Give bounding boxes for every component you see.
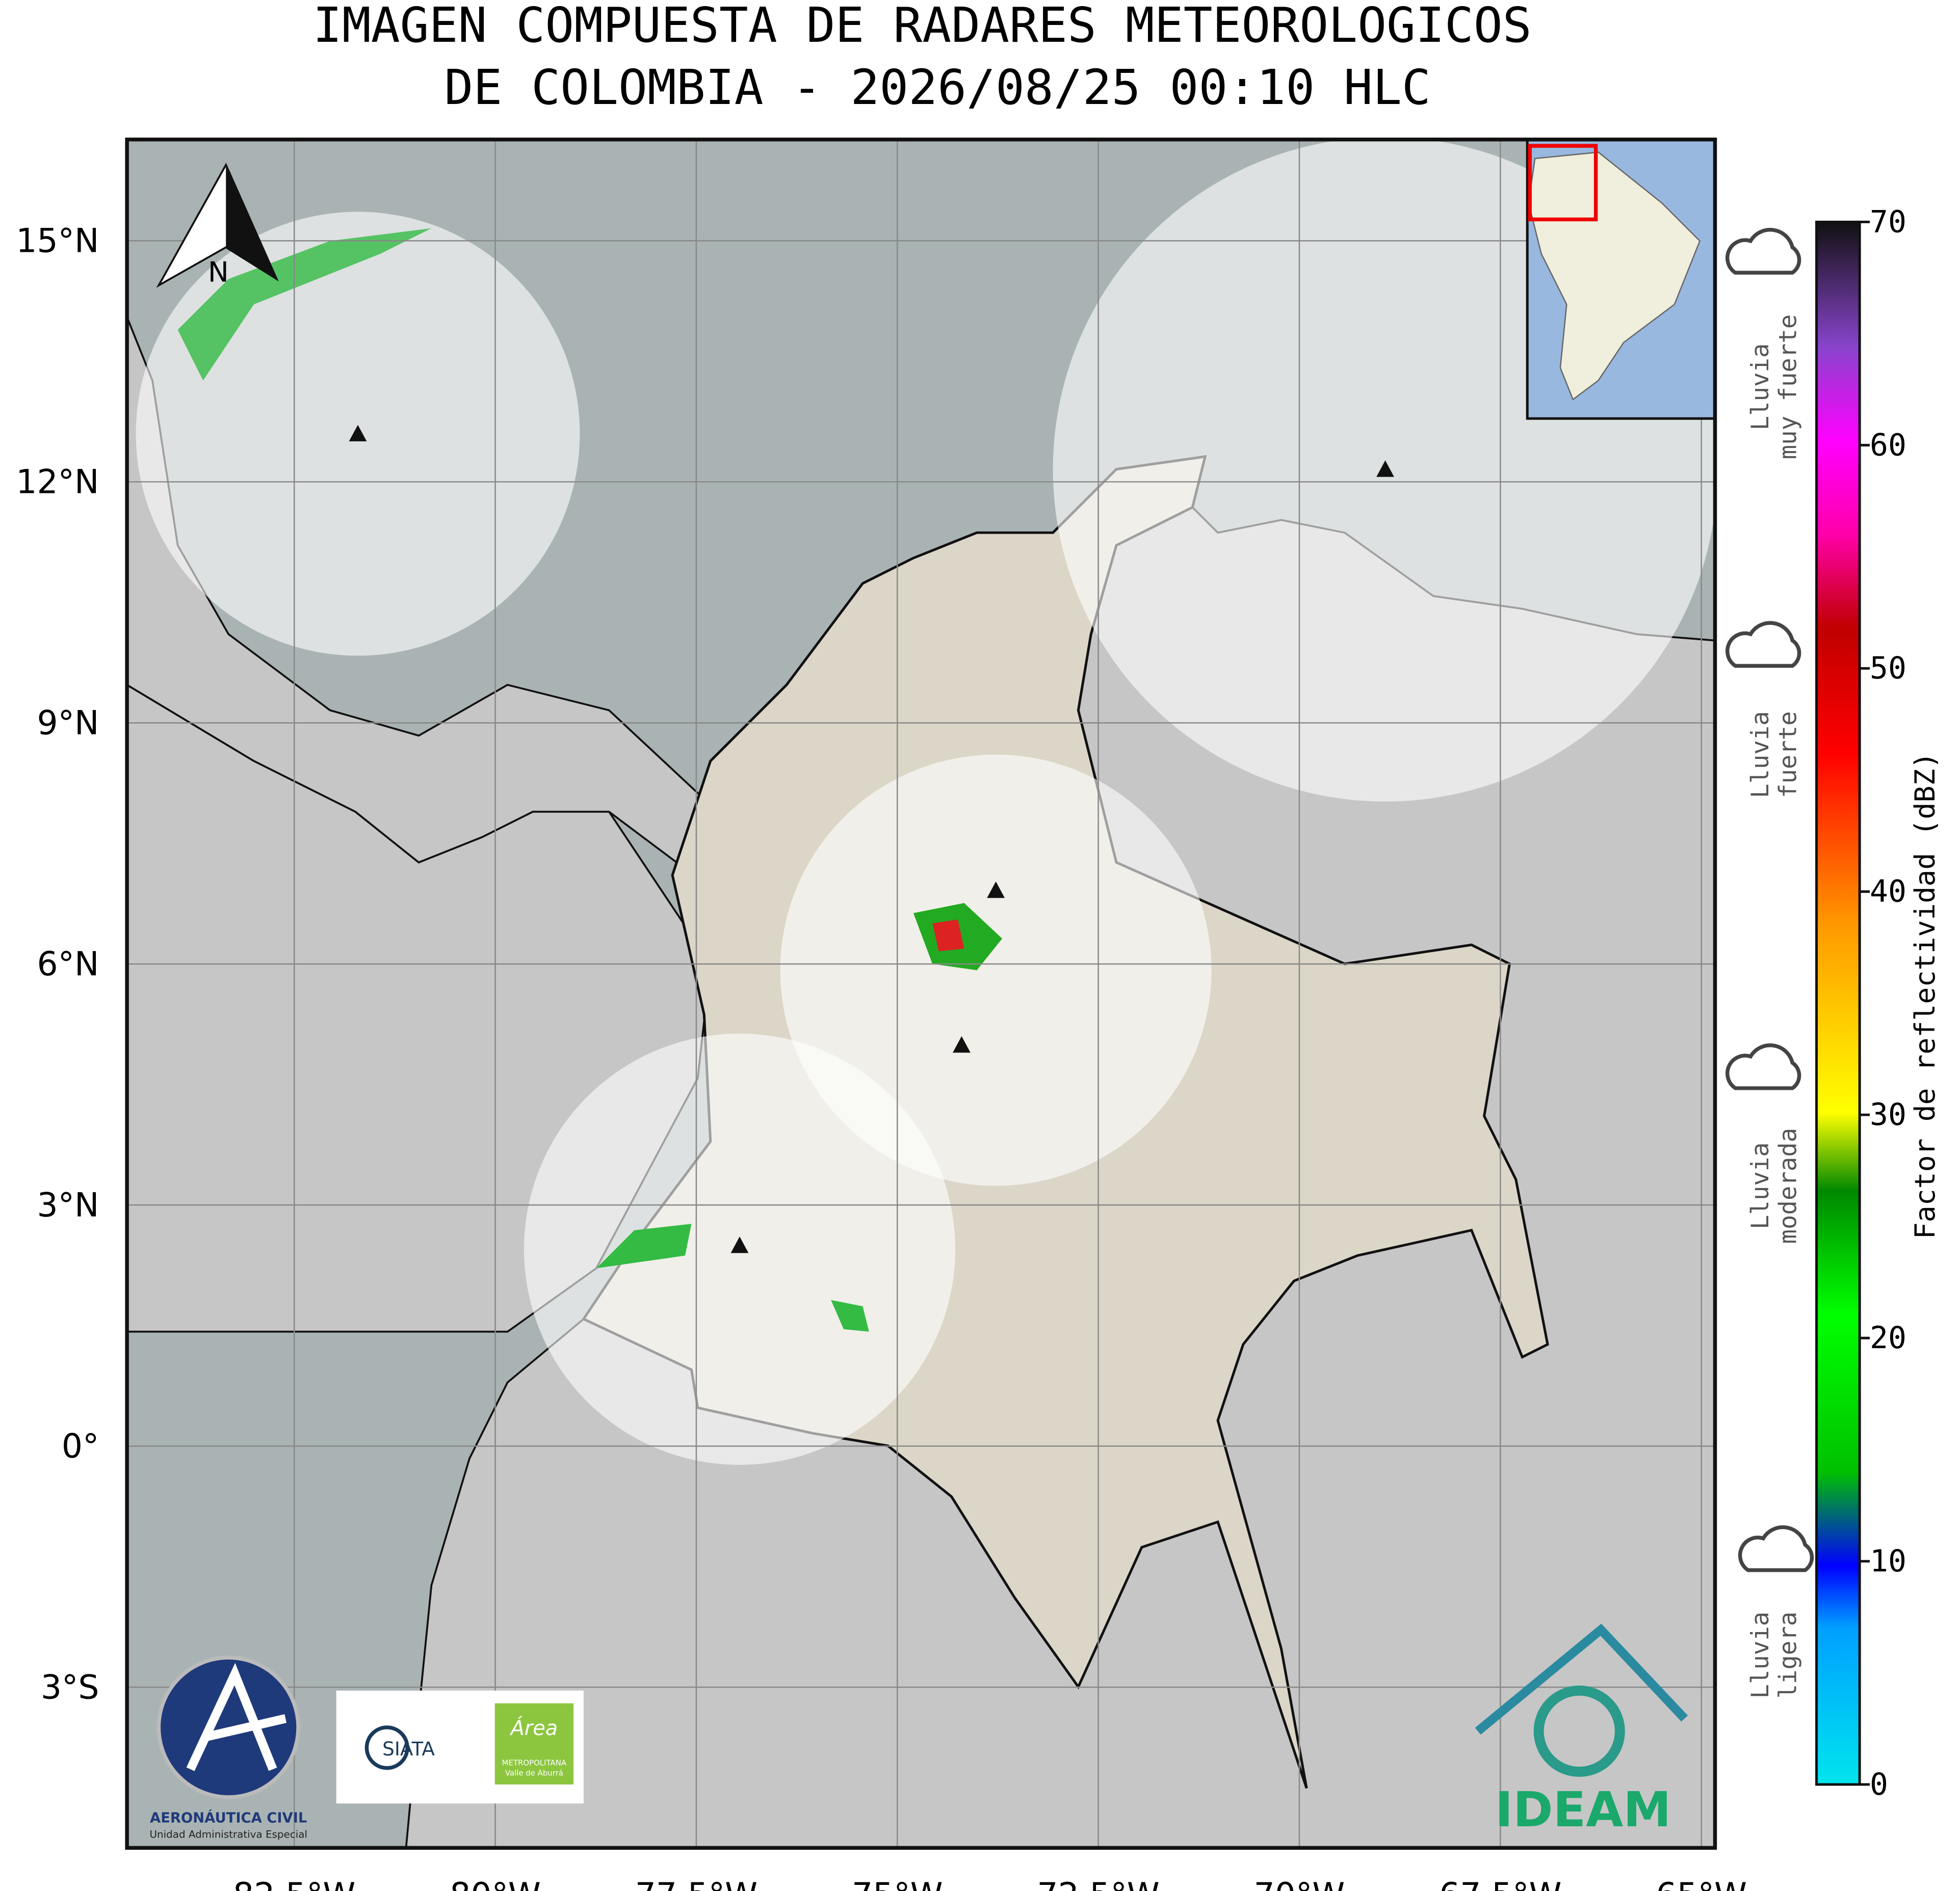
area-line: METROPOLITANA bbox=[502, 1758, 567, 1768]
colorbar-tick-label: 40 bbox=[1870, 874, 1906, 909]
colorbar-tick-label: 70 bbox=[1870, 204, 1906, 240]
map-layers: N AERONÁUTICA CIVIL Unidad Administrativ… bbox=[127, 139, 1715, 1848]
x-tick-label: 67.5°W bbox=[1439, 1876, 1561, 1891]
radar-site bbox=[987, 881, 1005, 898]
x-tick-label: 77.5°W bbox=[635, 1876, 757, 1891]
rain-icon bbox=[1725, 621, 1801, 668]
y-tick-label: 3°S bbox=[41, 1668, 99, 1706]
rain-level-label: ligera bbox=[1774, 1612, 1802, 1699]
y-tick-label: 0° bbox=[62, 1428, 99, 1466]
radar-site bbox=[953, 1036, 971, 1053]
rain-icons bbox=[1725, 228, 1814, 1572]
aerocivil-mark bbox=[186, 1663, 287, 1771]
rain-level-label: Lluvia bbox=[1746, 1142, 1774, 1229]
rain-icon bbox=[1738, 1525, 1814, 1572]
map-frame bbox=[125, 137, 1717, 1850]
y-tick-label: 6°N bbox=[37, 946, 99, 984]
colorbar-tick-label: 20 bbox=[1870, 1321, 1906, 1356]
siata-name: SIATA bbox=[382, 1738, 435, 1760]
siata-sun bbox=[364, 1725, 409, 1770]
x-tick-label: 75°W bbox=[852, 1876, 943, 1891]
colorbar-label: Factor de reflectividad (dBZ) bbox=[1909, 752, 1941, 1239]
x-tick-label: 72.5°W bbox=[1037, 1876, 1159, 1891]
area-name: Área bbox=[509, 1716, 558, 1740]
y-tick-label: 15°N bbox=[16, 222, 99, 260]
rain-level-label: fuerte bbox=[1774, 711, 1802, 798]
radar-coverage bbox=[780, 754, 1212, 1186]
inset-extent bbox=[1528, 144, 1598, 222]
ideam-swirl bbox=[1533, 1685, 1625, 1777]
colorbar-tick-label: 50 bbox=[1870, 651, 1906, 686]
colorbar bbox=[1815, 220, 1861, 1786]
colorbar-tick-label: 10 bbox=[1870, 1544, 1906, 1579]
radar-site bbox=[349, 425, 367, 441]
north-label: N bbox=[208, 255, 229, 288]
echo bbox=[177, 228, 432, 381]
colorbar-tick-label: 0 bbox=[1870, 1767, 1888, 1802]
radar-site bbox=[730, 1237, 749, 1253]
echo bbox=[932, 919, 964, 952]
x-tick-label: 82.5°W bbox=[233, 1876, 355, 1891]
grid bbox=[127, 139, 1715, 1848]
colorbar-tick-label: 60 bbox=[1870, 428, 1906, 463]
rain-level-label: Lluvia bbox=[1746, 711, 1774, 798]
rain-icon bbox=[1725, 1043, 1801, 1090]
ideam-name: IDEAM bbox=[1495, 1782, 1671, 1838]
rain-icon bbox=[1725, 228, 1801, 275]
aerocivil-subtitle: Unidad Administrativa Especial bbox=[149, 1828, 307, 1840]
rain-level-label: Lluvia bbox=[1746, 1612, 1774, 1699]
rain-level-label: muy fuerte bbox=[1774, 314, 1802, 460]
colorbar-tick-label: 30 bbox=[1870, 1097, 1906, 1133]
x-tick-label: 80°W bbox=[450, 1876, 541, 1891]
title-line: DE COLOMBIA - 2026/08/25 00:10 HLC bbox=[444, 60, 1430, 116]
y-tick-label: 3°N bbox=[37, 1187, 99, 1225]
rain-level-label: moderada bbox=[1774, 1128, 1802, 1244]
rain-level-label: Lluvia bbox=[1746, 344, 1774, 431]
area-logo bbox=[494, 1703, 574, 1784]
inset-continent bbox=[1528, 151, 1701, 401]
x-tick-label: 70°W bbox=[1254, 1876, 1345, 1891]
radar-site bbox=[1376, 460, 1394, 477]
y-tick-label: 9°N bbox=[37, 704, 99, 743]
title-line: IMAGEN COMPUESTA DE RADARES METEOROLOGIC… bbox=[313, 0, 1532, 54]
ideam-roof bbox=[1475, 1623, 1688, 1735]
y-tick-label: 12°N bbox=[16, 463, 99, 502]
echo bbox=[596, 1224, 692, 1269]
x-tick-label: 65°W bbox=[1656, 1876, 1747, 1891]
radar-sites bbox=[349, 425, 1394, 1253]
aerocivil-name: AERONÁUTICA CIVIL bbox=[150, 1810, 307, 1826]
area-line: Valle de Aburrá bbox=[505, 1769, 563, 1778]
echo bbox=[831, 1300, 869, 1332]
